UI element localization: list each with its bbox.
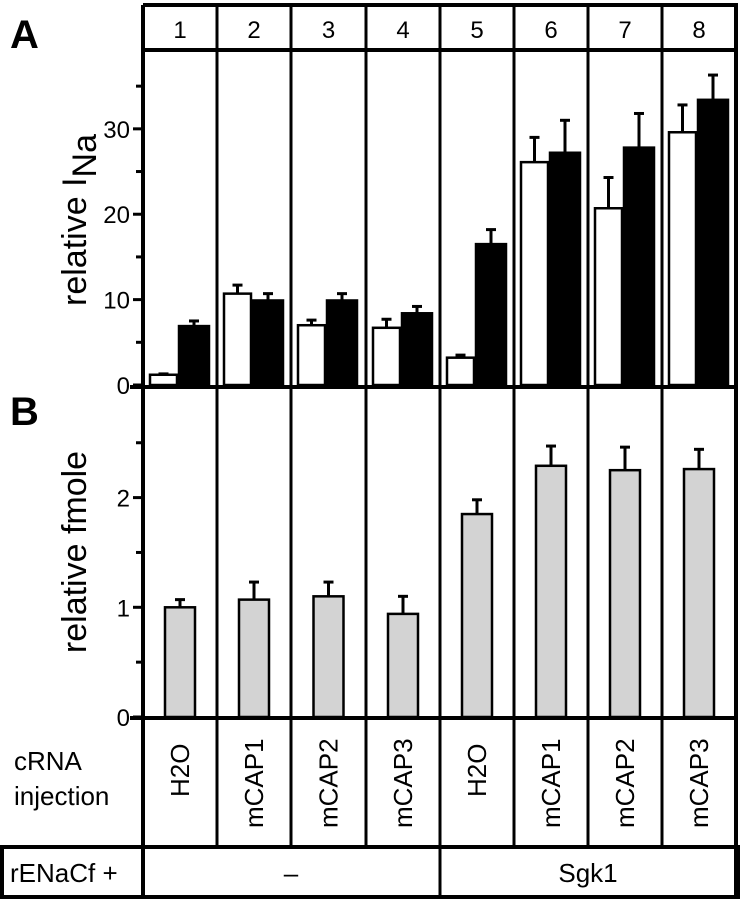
cRNA-label-line1: cRNA [14,746,83,776]
bar [312,595,345,719]
bar [386,612,420,719]
bar [325,299,359,387]
cRNA-cell: mCAP3 [684,738,714,828]
bar [251,299,285,387]
bar [682,467,716,719]
bar [696,98,730,387]
column-number: 3 [322,17,335,44]
bar [222,292,253,387]
y-tick-label: 0 [117,705,130,732]
column-number: 4 [396,17,409,44]
bar [667,131,698,387]
y-tick-label: 0 [117,373,130,400]
panel-label-a: A [10,13,39,57]
y-tick-label: 10 [103,288,130,315]
cRNA-cell: mCAP2 [610,738,640,828]
cRNA-cell: mCAP3 [388,738,418,828]
bar [460,512,494,719]
rENaCf-label: rENaCf + [10,858,118,888]
bar [474,242,508,387]
bar [163,606,197,719]
bar [608,468,642,719]
y-tick-label: 2 [117,486,130,513]
column-number: 7 [618,17,631,44]
cRNA-cell: H2O [462,744,492,797]
y-axis-label-b: relative fmole [56,451,94,653]
cRNA-label-line2: injection [14,781,109,811]
y-axis-label-a: relative INa [56,134,104,306]
cRNA-cell: mCAP1 [239,738,269,828]
bar [534,464,568,719]
panel-label-b: B [10,390,39,434]
bar [237,598,271,719]
bar [548,151,582,387]
cRNA-cell: mCAP2 [314,738,344,828]
bar [148,373,179,387]
bar [177,324,211,387]
bar [593,207,624,387]
bar [296,323,327,387]
bar [371,326,402,387]
column-number: 6 [544,17,557,44]
rENaCf-row-box [0,845,740,899]
rENaCf-group-sgk1: Sgk1 [558,858,617,888]
column-number: 5 [470,17,483,44]
cRNA-cell: H2O [165,744,195,797]
bar [519,160,550,387]
y-tick-label: 30 [103,117,130,144]
bar [445,356,476,387]
column-number: 8 [692,17,705,44]
bar [622,146,656,387]
rENaCf-group-none: – [284,858,299,888]
bar [400,312,434,387]
cRNA-cell: mCAP1 [536,738,566,828]
column-number: 2 [247,17,260,44]
y-tick-label: 1 [117,595,130,622]
y-tick-label: 20 [103,202,130,229]
column-number: 1 [173,17,186,44]
